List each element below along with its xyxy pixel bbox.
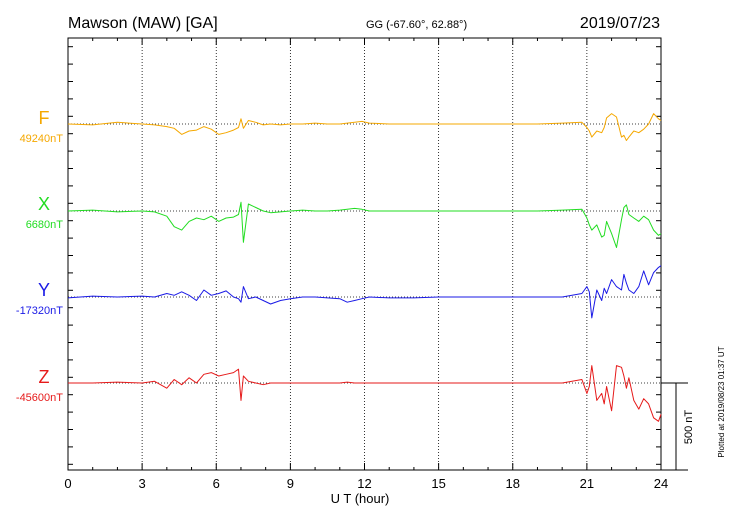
series-line-x bbox=[67, 201, 662, 248]
axis-ticks: 0 3 6 9 12 15 18 21 24 bbox=[64, 38, 668, 491]
x-tick-label: 12 bbox=[357, 476, 371, 491]
x-tick-label: 24 bbox=[654, 476, 668, 491]
series-line-z bbox=[68, 365, 662, 422]
x-tick-label: 15 bbox=[431, 476, 445, 491]
x-tick-label: 3 bbox=[139, 476, 146, 491]
chart-title: Mawson (MAW) [GA] bbox=[68, 15, 218, 32]
x-axis-label: U T (hour) bbox=[331, 491, 390, 506]
series-name-x: X bbox=[38, 194, 50, 214]
series-name-z: Z bbox=[39, 367, 50, 387]
plotted-at-footer: Plotted at 2019/08/23 01:37 UT bbox=[717, 346, 726, 457]
series-line-f bbox=[67, 113, 662, 141]
series-name-y: Y bbox=[38, 280, 50, 300]
series-labels: F 49240nT X 6680nT Y -17320nT Z -45600nT bbox=[16, 108, 63, 404]
vertical-gridlines bbox=[141, 38, 588, 470]
x-tick-label: 9 bbox=[287, 476, 294, 491]
series-baseline-x: 6680nT bbox=[26, 219, 64, 231]
scale-bar: 500 nT bbox=[661, 382, 695, 471]
series-name-f: F bbox=[39, 108, 50, 128]
station-coordinates: GG (-67.60°, 62.88°) bbox=[366, 19, 467, 31]
x-tick-label: 21 bbox=[580, 476, 594, 491]
series-baseline-y: -17320nT bbox=[16, 305, 63, 317]
series-layer bbox=[67, 113, 662, 422]
scale-bar-label: 500 nT bbox=[683, 410, 695, 445]
series-baseline-f: 49240nT bbox=[20, 133, 64, 145]
series-baseline-z: -45600nT bbox=[16, 392, 63, 404]
chart-date: 2019/07/23 bbox=[580, 15, 660, 32]
x-tick-label: 6 bbox=[213, 476, 220, 491]
series-line-y bbox=[67, 265, 662, 319]
x-tick-label: 0 bbox=[64, 476, 71, 491]
x-tick-label: 18 bbox=[506, 476, 520, 491]
